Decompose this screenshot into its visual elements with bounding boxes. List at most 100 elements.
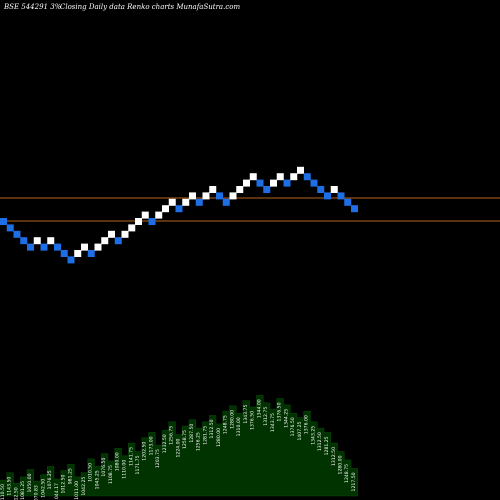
renko-brick — [249, 173, 257, 181]
price-label: 1312.50 — [209, 419, 215, 438]
renko-brick — [297, 166, 304, 174]
price-label: 1376.00 — [304, 415, 310, 434]
price-label: 1042.50 — [41, 479, 47, 498]
renko-brick — [135, 218, 142, 225]
renko-brick — [276, 173, 284, 181]
renko-brick — [47, 237, 55, 245]
renko-brick — [128, 224, 136, 232]
price-label: 1280.00 — [338, 455, 344, 474]
price-label: 981.25 — [68, 468, 74, 484]
renko-brick — [162, 205, 169, 213]
renko-brick — [324, 192, 331, 200]
price-label: 1312.75 — [263, 407, 269, 426]
price-label: 1081.25 — [20, 481, 26, 500]
price-label: 1310.00 — [236, 417, 242, 436]
renko-brick — [108, 230, 115, 238]
renko-brick — [337, 192, 345, 200]
renko-brick — [202, 192, 210, 200]
price-label: 1171.75 — [135, 455, 141, 474]
renko-brick — [87, 250, 95, 257]
renko-brick — [81, 243, 88, 251]
price-label: 1343.75 — [270, 413, 276, 432]
price-label: 1248.75 — [344, 464, 350, 483]
renko-brick — [54, 243, 61, 251]
renko-brick — [189, 192, 196, 200]
price-label: 1376.50 — [250, 411, 256, 430]
price-label: 1258.75 — [182, 430, 188, 449]
price-label: 1044.17 — [54, 483, 60, 500]
renko-brick — [13, 230, 21, 238]
renko-brick — [216, 192, 223, 200]
price-label: 1343.25 — [311, 426, 317, 445]
renko-brick — [256, 179, 264, 187]
volume-area — [0, 395, 358, 497]
renko-brick — [40, 243, 48, 251]
renko-brick — [344, 198, 352, 206]
renko-brick — [182, 198, 190, 206]
price-label: 1256.75 — [169, 426, 175, 445]
renko-brick — [155, 211, 163, 219]
renko-brick — [243, 179, 250, 187]
price-label: 1050.00 — [27, 473, 33, 492]
renko-brick — [121, 230, 129, 238]
renko-brick — [114, 237, 122, 245]
renko-brick — [195, 198, 203, 206]
renko-bricks — [0, 166, 358, 264]
price-label: 1344.00 — [257, 399, 263, 418]
price-label: 1224.00 — [176, 438, 182, 457]
price-label: 1143.50 — [7, 477, 13, 496]
price-label: 1108.75 — [108, 465, 114, 484]
price-label: 1070.83 — [34, 485, 40, 500]
price-label: 1376.50 — [290, 417, 296, 436]
price-label: 1217.50 — [351, 472, 357, 491]
renko-brick — [263, 186, 271, 193]
price-label: 1280.00 — [216, 428, 222, 447]
price-label: 1232.50 — [162, 434, 168, 453]
price-label: 1248.75 — [223, 415, 229, 434]
chart-caption: Closing Daily data Renko charts MunafaSu… — [60, 3, 240, 11]
price-label: 1281.75 — [203, 426, 209, 445]
renko-brick — [101, 237, 109, 245]
price-label: 1312.50 — [317, 432, 323, 451]
renko-brick — [236, 186, 244, 193]
renko-brick — [148, 218, 156, 225]
renko-brick — [330, 186, 338, 193]
price-label: 1141.75 — [128, 447, 134, 466]
renko-brick — [222, 198, 230, 206]
price-label: 1112.50 — [14, 487, 20, 500]
price-label: 1256.25 — [196, 432, 202, 451]
renko-brick — [141, 211, 149, 219]
price-label: 1376.50 — [277, 402, 283, 421]
renko-brick — [229, 192, 237, 200]
renko-brick — [351, 205, 358, 213]
renko-brick — [6, 224, 14, 232]
renko-brick — [290, 173, 298, 181]
price-label: 1012.50 — [61, 474, 67, 493]
price-label: 1076.25 — [47, 470, 53, 489]
renko-brick — [0, 218, 7, 225]
price-label: 1173.00 — [149, 436, 155, 455]
price-label: 1042.25 — [81, 477, 87, 496]
renko-brick — [303, 173, 311, 181]
renko-brick — [209, 186, 217, 193]
renko-brick — [74, 250, 82, 257]
price-label: 1045.25 — [95, 470, 101, 489]
chart-symbol: BSE 544291 3% — [3, 3, 62, 11]
price-label: 1343.75 — [243, 405, 249, 424]
price-label: 1203.75 — [155, 449, 161, 468]
price-label: 1344.25 — [284, 409, 290, 428]
price-label: 1076.50 — [101, 458, 107, 477]
price-label: 1011.00 — [74, 481, 80, 500]
price-label: 1312.50 — [331, 447, 337, 466]
price-label: 1010.50 — [88, 463, 94, 482]
renko-brick — [33, 237, 41, 245]
renko-brick — [168, 198, 176, 206]
renko-brick — [270, 179, 277, 187]
renko-brick — [310, 179, 318, 187]
price-label: 1110.50 — [0, 484, 6, 500]
price-label: 1287.50 — [189, 424, 195, 443]
renko-brick — [175, 205, 183, 213]
renko-brick — [317, 186, 325, 193]
